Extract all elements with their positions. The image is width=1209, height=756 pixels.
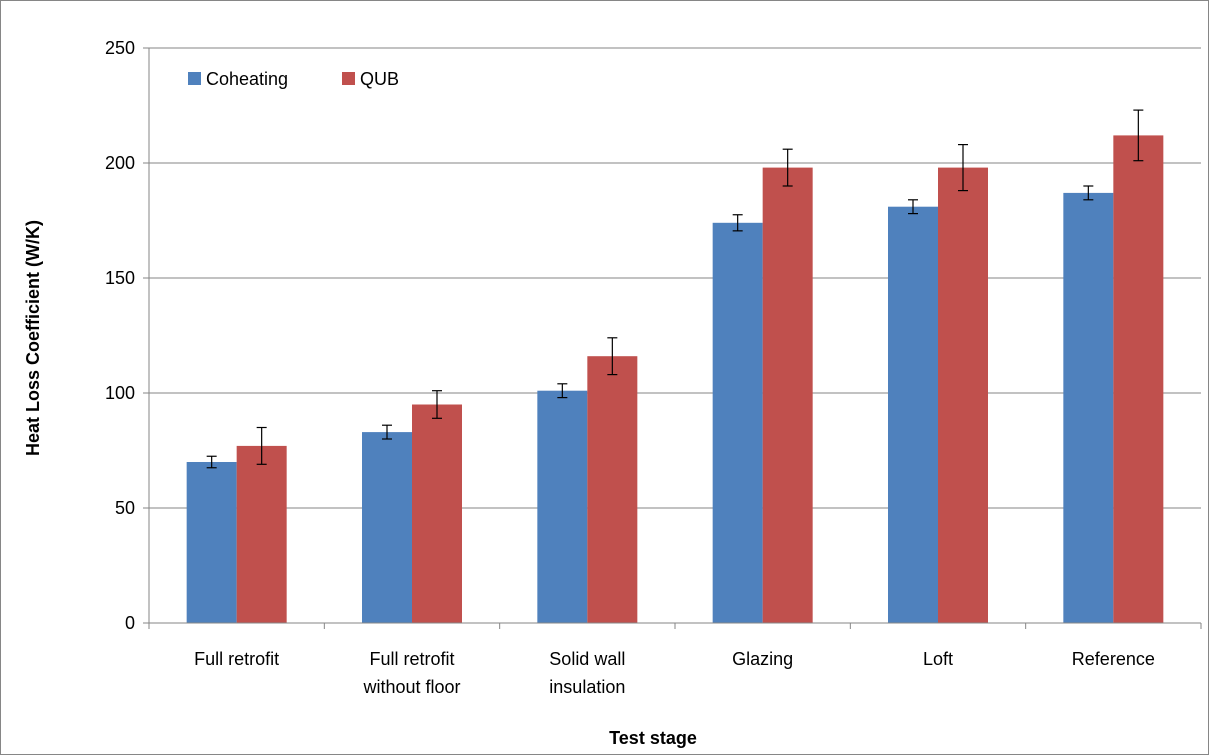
bar-coheating: [537, 390, 588, 623]
error-bar-qub: [256, 426, 267, 465]
error-bar-qub: [432, 390, 442, 419]
legend-swatch-coheating: [188, 72, 201, 85]
error-bar-coheating: [382, 424, 392, 440]
bar-qub: [587, 356, 638, 623]
bar-qub: [236, 445, 287, 623]
x-tick-label: Loft: [923, 649, 953, 669]
y-tick-label: 150: [105, 268, 135, 288]
y-tick-label: 0: [125, 613, 135, 633]
bar-qub: [1113, 135, 1164, 623]
bar-coheating: [186, 462, 237, 623]
y-axis-title: Heat Loss Coefficient (W/K): [23, 220, 43, 456]
tick-labels: 0 50 100 150 200 250 Full retrofit Full retrofi…: [105, 38, 1155, 697]
y-tick-label: 250: [105, 38, 135, 58]
x-tick-label: Solid wall insulation: [549, 649, 625, 697]
legend-label-qub: QUB: [360, 69, 399, 89]
y-tick-label: 100: [105, 383, 135, 403]
bar-qub: [412, 404, 462, 623]
bar-coheating: [362, 432, 412, 623]
x-tick-label: Reference: [1072, 649, 1155, 669]
bar-coheating: [1063, 192, 1114, 623]
error-bar-qub: [782, 148, 793, 187]
error-bar-coheating: [732, 214, 743, 232]
legend-swatch-qub: [342, 72, 355, 85]
y-tick-label: 50: [115, 498, 135, 518]
x-axis-title: Test stage: [609, 728, 697, 748]
x-tick-label: Glazing: [732, 649, 793, 669]
bar-qub: [762, 167, 813, 623]
axes: [143, 47, 1202, 629]
legend: Coheating QUB: [188, 69, 399, 89]
error-bars: [206, 109, 1144, 469]
error-bar-coheating: [557, 383, 568, 399]
x-tick-label: Full retrofit without floor: [362, 649, 460, 697]
y-tick-label: 200: [105, 153, 135, 173]
error-bar-coheating: [206, 455, 217, 469]
gridlines: [149, 47, 1201, 509]
bar-qub: [938, 167, 988, 623]
error-bar-qub: [958, 144, 968, 192]
bars: [186, 135, 1164, 624]
error-bar-qub: [1133, 109, 1144, 162]
legend-label-coheating: Coheating: [206, 69, 288, 89]
error-bar-coheating: [1083, 185, 1094, 201]
error-bar-qub: [607, 337, 618, 376]
bar-coheating: [888, 206, 938, 623]
bar-coheating: [712, 222, 763, 624]
error-bar-coheating: [908, 199, 918, 215]
x-tick-label: Full retrofit: [194, 649, 279, 669]
